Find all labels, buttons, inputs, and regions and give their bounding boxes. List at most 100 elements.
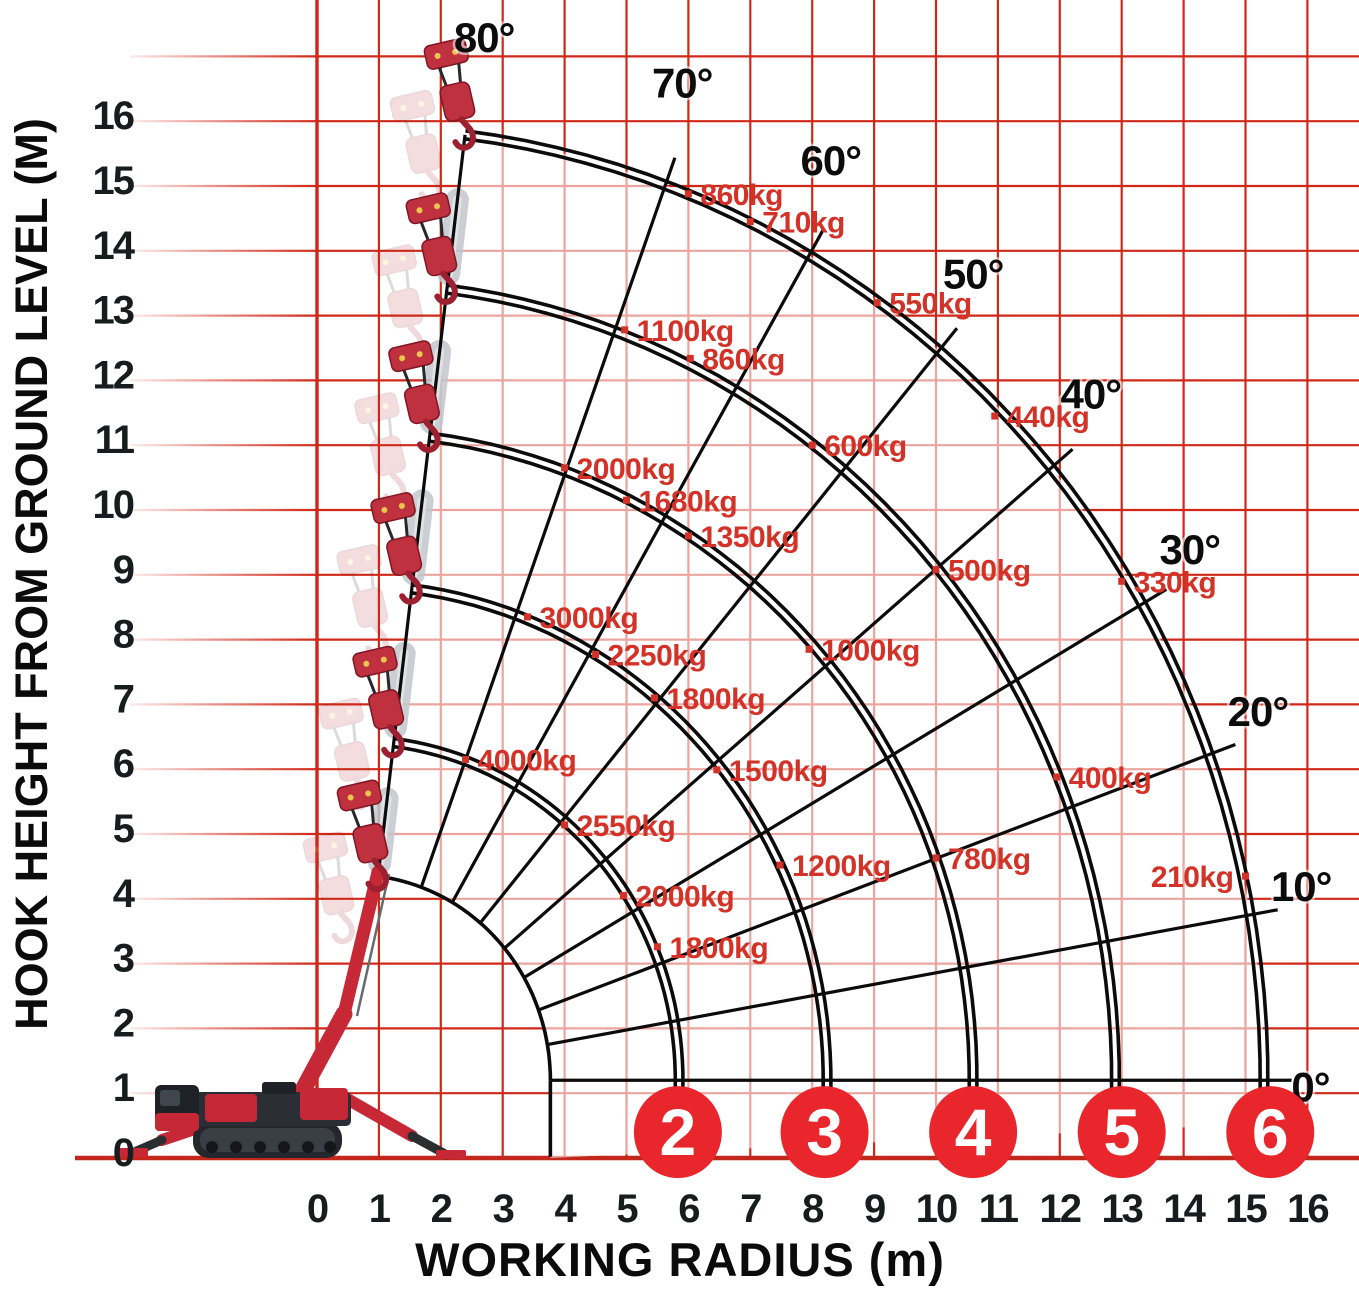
load-point-dot bbox=[776, 861, 784, 869]
load-point-dot bbox=[653, 943, 661, 951]
load-point-dot bbox=[1242, 872, 1249, 880]
load-point-dot bbox=[991, 412, 999, 420]
angle-line-40 bbox=[503, 448, 1074, 950]
stage-number-badge bbox=[780, 1086, 869, 1179]
hook-block-icon bbox=[370, 492, 423, 605]
load-label: 4000kg bbox=[478, 744, 577, 777]
load-label: 710kg bbox=[762, 207, 845, 240]
x-tick-label: 3 bbox=[493, 1187, 514, 1231]
angle-label: 80° bbox=[454, 14, 515, 61]
x-tick-label: 4 bbox=[554, 1187, 577, 1231]
stage-arc-6 bbox=[465, 129, 1270, 1124]
x-axis-title: WORKING RADIUS (m) bbox=[415, 1233, 945, 1286]
x-tick-label: 15 bbox=[1225, 1187, 1267, 1231]
x-tick-label: 13 bbox=[1101, 1187, 1142, 1231]
load-point-dot bbox=[462, 755, 470, 763]
stage-number: 5 bbox=[1103, 1095, 1140, 1169]
stage-number-badge bbox=[633, 1086, 722, 1179]
y-tick-label: 15 bbox=[93, 159, 135, 203]
angle-line-20 bbox=[537, 742, 1236, 1012]
x-tick-label: 8 bbox=[802, 1187, 824, 1231]
stage-arc-4 bbox=[429, 431, 979, 1110]
x-tick-label: 1 bbox=[369, 1187, 391, 1231]
hook-block-icon bbox=[352, 645, 405, 759]
load-point-dot bbox=[1118, 577, 1126, 585]
load-point-dot bbox=[619, 892, 627, 900]
grid-fade bbox=[128, 30, 315, 1152]
x-tick-label: 16 bbox=[1287, 1187, 1328, 1231]
load-point-dot bbox=[873, 299, 881, 307]
load-point-dot bbox=[523, 613, 531, 621]
load-label: 860kg bbox=[702, 343, 785, 376]
hook-block-icon bbox=[336, 779, 389, 893]
angle-line-50 bbox=[479, 327, 959, 924]
load-point-dot bbox=[1053, 773, 1061, 781]
stage-number: 3 bbox=[806, 1095, 843, 1169]
stage-arc-4 bbox=[428, 439, 972, 1110]
y-tick-label: 8 bbox=[113, 613, 135, 657]
load-point-dot bbox=[808, 441, 816, 449]
load-label: 1000kg bbox=[821, 634, 920, 667]
x-tick-label: 0 bbox=[307, 1187, 328, 1231]
stage-arc-5 bbox=[447, 283, 1122, 1117]
load-point-dot bbox=[621, 326, 629, 334]
angle-label: 40° bbox=[1060, 370, 1121, 417]
x-tick-label: 12 bbox=[1040, 1187, 1081, 1231]
load-label: 2550kg bbox=[577, 810, 676, 843]
load-point-dot bbox=[805, 645, 813, 653]
load-point-dot bbox=[746, 218, 754, 226]
load-label: 330kg bbox=[1134, 566, 1217, 599]
angle-line-10 bbox=[547, 908, 1278, 1047]
angle-label: 60° bbox=[801, 137, 862, 184]
y-tick-label: 3 bbox=[113, 937, 134, 981]
load-point-dot bbox=[561, 464, 569, 472]
stage-arc-6 bbox=[464, 137, 1263, 1124]
load-label: 1100kg bbox=[637, 315, 734, 348]
y-tick-label: 1 bbox=[113, 1066, 135, 1110]
y-tick-label: 0 bbox=[113, 1131, 134, 1175]
angle-label: 10° bbox=[1271, 863, 1332, 910]
hook-block-icon bbox=[405, 192, 458, 306]
load-point-dot bbox=[561, 821, 569, 829]
stage-arc-3 bbox=[411, 591, 826, 1103]
angle-line-60 bbox=[450, 229, 825, 904]
load-label: 780kg bbox=[948, 843, 1031, 876]
load-point-dot bbox=[650, 694, 658, 702]
load-point-dot bbox=[592, 651, 600, 659]
x-tick-label: 2 bbox=[431, 1187, 452, 1231]
load-label: 2250kg bbox=[608, 640, 707, 673]
load-point-dot bbox=[686, 354, 694, 362]
y-tick-label: 16 bbox=[93, 94, 134, 138]
stage-number-badge bbox=[1077, 1086, 1166, 1179]
y-tick-label: 2 bbox=[113, 1001, 134, 1045]
y-axis-title: HOOK HEIGHT FROM GROUND LEVEL (M) bbox=[6, 118, 57, 1030]
y-tick-label: 12 bbox=[93, 353, 134, 397]
hook-block-icon bbox=[423, 37, 476, 151]
x-tick-label: 6 bbox=[678, 1187, 699, 1231]
load-label: 1680kg bbox=[639, 485, 738, 518]
load-label: 500kg bbox=[948, 555, 1031, 588]
x-tick-label: 11 bbox=[979, 1187, 1019, 1231]
x-tick-label: 5 bbox=[616, 1187, 638, 1231]
load-label: 1800kg bbox=[666, 683, 765, 716]
load-label: 1350kg bbox=[700, 521, 799, 554]
load-label: 1200kg bbox=[792, 850, 891, 883]
angle-label: 70° bbox=[652, 59, 713, 106]
stage-number: 2 bbox=[660, 1095, 697, 1169]
load-point-dot bbox=[684, 190, 692, 198]
load-label: 2000kg bbox=[635, 881, 734, 914]
load-label: 2000kg bbox=[577, 453, 676, 486]
x-tick-label: 9 bbox=[864, 1187, 885, 1231]
load-point-dot bbox=[623, 496, 630, 504]
angle-line-30 bbox=[523, 588, 1168, 979]
x-tick-label: 7 bbox=[740, 1187, 761, 1231]
angle-label: 30° bbox=[1160, 526, 1221, 573]
load-label: 550kg bbox=[889, 288, 972, 321]
stage-number-badge bbox=[929, 1086, 1018, 1179]
load-label: 860kg bbox=[700, 179, 783, 212]
y-tick-label: 10 bbox=[93, 483, 134, 527]
y-tick-label: 6 bbox=[113, 742, 134, 786]
load-label: 3000kg bbox=[539, 602, 638, 635]
load-label: 210kg bbox=[1151, 861, 1234, 894]
